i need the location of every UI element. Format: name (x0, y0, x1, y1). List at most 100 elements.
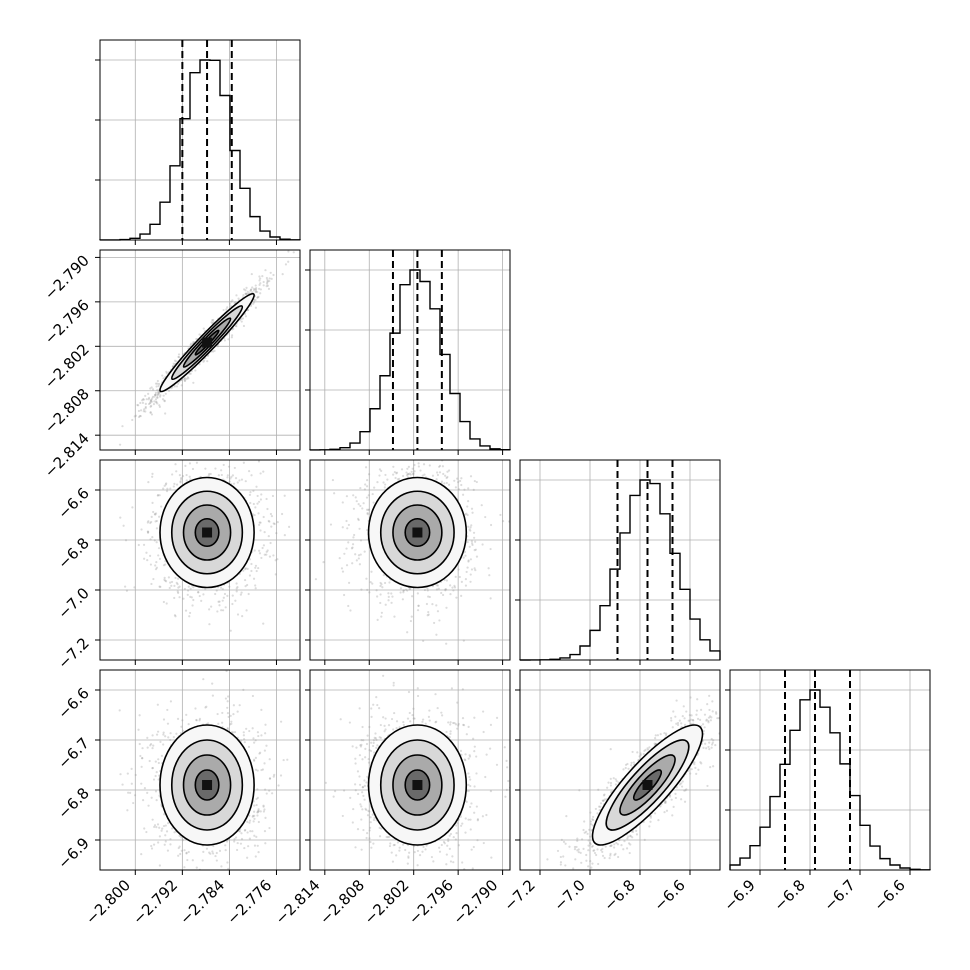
sample-point (351, 546, 354, 549)
sample-point (217, 722, 220, 725)
sample-point (417, 465, 420, 468)
sample-point (367, 508, 371, 511)
sample-point (254, 306, 257, 309)
sample-point (426, 587, 429, 590)
sample-point (264, 732, 267, 735)
sample-point (183, 378, 186, 381)
sample-point (158, 494, 161, 497)
sample-point (181, 475, 185, 478)
sample-point (134, 773, 137, 777)
sample-point (158, 515, 161, 518)
sample-point (155, 541, 158, 544)
sample-point (399, 591, 402, 594)
sample-point (203, 880, 205, 882)
sample-point (444, 588, 447, 591)
sample-point (473, 567, 476, 570)
sample-point (265, 553, 268, 556)
sample-point (221, 599, 224, 602)
sample-point (225, 308, 228, 311)
sample-point (157, 493, 160, 497)
sample-point (166, 487, 169, 490)
sample-point (229, 714, 232, 717)
sample-point (127, 791, 130, 794)
sample-point (338, 557, 341, 560)
histogram-frame-1 (309, 249, 511, 451)
sample-point (209, 472, 212, 476)
sample-point (273, 522, 276, 526)
sample-point (473, 536, 476, 539)
sample-point (247, 453, 249, 455)
sample-point (470, 540, 473, 543)
sample-point (156, 396, 159, 399)
sample-point (467, 525, 470, 528)
sample-point (157, 392, 160, 395)
sample-point (196, 591, 200, 594)
sample-point (460, 483, 463, 487)
sample-point (150, 847, 154, 850)
sample-point (256, 844, 259, 847)
sample-point (214, 854, 217, 858)
sample-point (192, 341, 195, 344)
sample-point (265, 282, 269, 285)
sample-point (413, 470, 416, 473)
sample-point (240, 837, 244, 841)
sample-point (208, 472, 211, 476)
sample-point (276, 521, 279, 524)
sample-point (246, 820, 249, 823)
y-tick-label: −6.6 (54, 484, 92, 522)
sample-point (171, 473, 174, 476)
sample-point (201, 872, 203, 874)
x-tick-label: −6.9 (720, 876, 758, 914)
sample-point (257, 295, 260, 298)
sample-point (394, 476, 397, 480)
sample-point (431, 603, 434, 606)
y-tick-label: −2.814 (41, 429, 93, 481)
sample-point (475, 480, 478, 484)
histogram-step-0 (99, 59, 301, 241)
sample-point (164, 483, 167, 486)
sample-point (143, 557, 146, 560)
sample-point (252, 287, 256, 291)
sample-point (156, 393, 160, 396)
histogram-panel-0 (95, 40, 301, 245)
sample-point (416, 609, 420, 612)
sample-point (387, 595, 390, 599)
histogram-step-2 (519, 479, 721, 661)
sample-point (177, 355, 180, 359)
scatter-frame-0-2 (99, 459, 301, 661)
sample-point (249, 304, 253, 307)
sample-point (186, 589, 190, 592)
sample-point (184, 379, 187, 382)
sample-point (467, 559, 470, 562)
sample-point (175, 360, 178, 363)
sample-point (257, 566, 260, 570)
sample-point (154, 393, 157, 397)
sample-point (427, 595, 430, 598)
sample-point (156, 391, 160, 394)
sample-point (157, 547, 161, 550)
sample-point (428, 595, 431, 599)
sample-point (242, 737, 246, 741)
sample-point (449, 453, 451, 455)
sample-point (369, 580, 372, 584)
sample-point (444, 589, 447, 592)
sample-point (144, 402, 147, 405)
sample-point (276, 558, 279, 561)
sample-point (257, 460, 261, 463)
sample-point (209, 852, 212, 855)
sample-point (435, 478, 438, 481)
sample-point (191, 604, 194, 607)
sample-point (184, 609, 188, 612)
sample-point (237, 297, 240, 300)
sample-point (250, 288, 253, 291)
sample-point (259, 529, 262, 532)
sample-point (255, 485, 258, 488)
sample-point (254, 506, 257, 509)
sample-point (239, 593, 242, 596)
sample-point (449, 584, 452, 587)
histogram-panel-1 (305, 250, 511, 455)
sample-point (417, 604, 420, 607)
y-tick-label: −2.790 (41, 252, 93, 304)
sample-point (150, 515, 153, 518)
scatter-frame-1-2 (309, 459, 511, 661)
